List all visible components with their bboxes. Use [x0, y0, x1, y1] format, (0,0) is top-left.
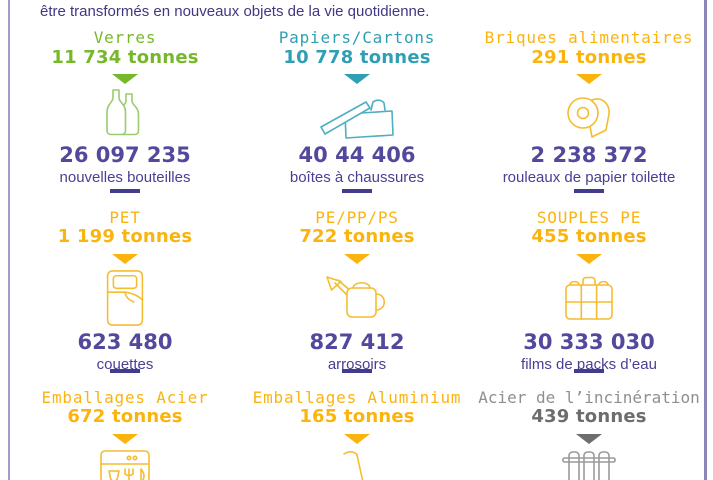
output-count: 2 238 372	[530, 143, 648, 168]
left-border	[8, 0, 10, 480]
tonnage-value: 672 tonnes	[67, 406, 183, 428]
arrow-down-icon	[344, 253, 370, 264]
arrow-down-icon	[112, 74, 138, 85]
output-label: films de packs d’eau	[521, 355, 657, 373]
tonnage-value: 165 tonnes	[299, 406, 415, 428]
output-label: nouvelles bouteilles	[59, 169, 191, 187]
material-title: Emballages Acier	[41, 387, 209, 407]
row-3: Emballages Acier 672 tonnes Emballages A…	[9, 368, 705, 480]
arrow-down-icon	[576, 253, 602, 264]
output-label: couettes	[96, 355, 154, 373]
material-title: PET	[109, 207, 141, 227]
material-title: Verres	[93, 28, 157, 47]
card-papiers-cartons: Papiers/Cartons 10 778 tonnes 40 44 406 …	[241, 26, 473, 187]
card-emballages-aluminium: Emballages Aluminium 165 tonnes	[241, 368, 473, 480]
section-divider	[574, 369, 604, 373]
intro-text: être transformés en nouveaux objets de l…	[40, 3, 430, 20]
tonnage-value: 1 199 tonnes	[57, 226, 193, 248]
output-count: 30 333 030	[523, 329, 655, 354]
tonnage-value: 439 tonnes	[531, 406, 647, 428]
icon-box	[241, 88, 473, 140]
icon-box	[473, 88, 705, 140]
card-briques-alimentaires: Briques alimentaires 291 tonnes 2 238 37…	[473, 26, 705, 187]
card-pe-pp-ps: PE/PP/PS 722 tonnes 827 412 arrosoirs	[241, 188, 473, 374]
material-title: Briques alimentaires	[484, 28, 694, 47]
icon-box	[473, 269, 705, 327]
tonnage-value: 455 tonnes	[531, 226, 647, 248]
icon-box	[9, 449, 241, 480]
output-count: 623 480	[77, 329, 173, 354]
watering-can-icon	[326, 276, 386, 318]
toilet-paper-roll-icon	[567, 97, 610, 139]
arrow-down-icon	[344, 433, 370, 444]
section-divider	[110, 189, 140, 193]
arrow-down-icon	[576, 433, 602, 444]
radiator-icon	[562, 451, 616, 480]
right-border	[704, 0, 707, 480]
tonnage-value: 291 tonnes	[531, 46, 647, 68]
arrow-down-icon	[344, 74, 370, 85]
section-divider	[574, 189, 604, 193]
card-souples-pe: SOUPLES PE 455 tonnes 30 333 030 films d…	[473, 188, 705, 374]
icon-box	[241, 449, 473, 480]
tonnage-value: 722 tonnes	[299, 226, 415, 248]
scooter-icon	[343, 450, 364, 480]
output-count: 26 097 235	[59, 143, 191, 168]
material-title: Acier de l’incinération	[478, 387, 700, 407]
duvet-icon	[106, 270, 144, 326]
tonnage-value: 10 778 tonnes	[283, 46, 431, 68]
output-count: 40 44 406	[298, 143, 416, 168]
output-label: arrosoirs	[327, 355, 387, 373]
arrow-down-icon	[576, 74, 602, 85]
material-title: Papiers/Cartons	[278, 28, 436, 47]
icon-box	[241, 269, 473, 327]
arrow-down-icon	[112, 253, 138, 264]
output-label: rouleaux de papier toilette	[502, 169, 676, 187]
arrow-down-icon	[112, 433, 138, 444]
section-divider	[342, 369, 372, 373]
icon-box	[9, 269, 241, 327]
card-emballages-acier: Emballages Acier 672 tonnes	[9, 368, 241, 480]
card-verres: Verres 11 734 tonnes 26 097 235 nouvelle…	[9, 26, 241, 187]
water-pack-icon	[565, 276, 613, 320]
row-1: Verres 11 734 tonnes 26 097 235 nouvelle…	[9, 26, 705, 187]
material-title: Emballages Aluminium	[252, 387, 462, 407]
material-title: SOUPLES PE	[536, 207, 642, 227]
section-divider	[342, 189, 372, 193]
bottles-icon	[106, 89, 140, 136]
section-divider	[110, 369, 140, 373]
material-title: PE/PP/PS	[315, 207, 399, 227]
output-label: boîtes à chaussures	[289, 169, 425, 187]
card-pet: PET 1 199 tonnes 623 480 couettes	[9, 188, 241, 374]
icon-box	[9, 88, 241, 140]
output-count: 827 412	[309, 329, 405, 354]
tonnage-value: 11 734 tonnes	[51, 46, 199, 68]
shoebox-icon	[320, 99, 394, 140]
row-2: PET 1 199 tonnes 623 480 couettes PE/PP/…	[9, 188, 705, 374]
dishwasher-icon	[100, 450, 150, 480]
icon-box	[473, 449, 705, 480]
card-acier-incineration: Acier de l’incinération 439 tonnes	[473, 368, 705, 480]
